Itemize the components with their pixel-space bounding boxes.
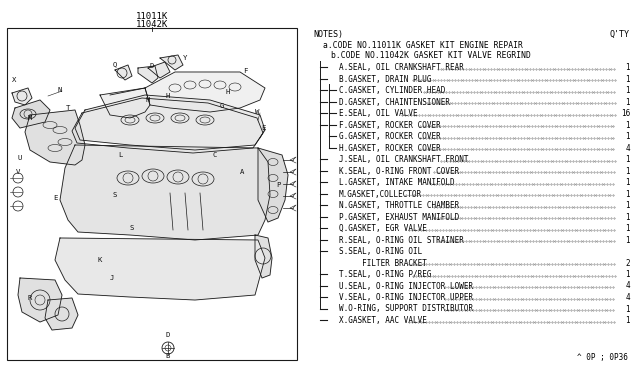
Text: V.SEAL, O-RING INJECTOR UPPER: V.SEAL, O-RING INJECTOR UPPER [339, 293, 473, 302]
Text: 1: 1 [625, 86, 630, 95]
Text: 1: 1 [625, 97, 630, 106]
Polygon shape [100, 88, 150, 118]
Polygon shape [60, 145, 270, 240]
Text: 1: 1 [625, 270, 630, 279]
Polygon shape [138, 66, 158, 83]
Text: 1: 1 [625, 189, 630, 199]
Text: a.CODE NO.11011K GASKET KIT ENGINE REPAIR: a.CODE NO.11011K GASKET KIT ENGINE REPAI… [323, 41, 523, 50]
Polygon shape [148, 62, 170, 78]
Polygon shape [12, 88, 32, 105]
Text: F: F [243, 68, 247, 74]
Text: 1: 1 [625, 132, 630, 141]
Polygon shape [145, 72, 265, 112]
Text: B.GASKET, DRAIN PLUG: B.GASKET, DRAIN PLUG [339, 74, 431, 83]
Polygon shape [160, 55, 183, 70]
Text: K.SEAL, O-RING FRONT COVER: K.SEAL, O-RING FRONT COVER [339, 167, 460, 176]
Text: U.SEAL, O-RING INJECTOR LOWER: U.SEAL, O-RING INJECTOR LOWER [339, 282, 473, 291]
Text: U: U [18, 155, 22, 161]
Text: 1: 1 [625, 316, 630, 325]
Text: K: K [98, 257, 102, 263]
Text: b.CODE NO.11042K GASKET KIT VALVE REGRIND: b.CODE NO.11042K GASKET KIT VALVE REGRIN… [331, 51, 531, 60]
Text: V: V [16, 169, 20, 175]
Text: 1: 1 [625, 167, 630, 176]
Text: Q'TY: Q'TY [610, 30, 630, 39]
Text: H: H [146, 97, 150, 103]
Polygon shape [255, 235, 272, 278]
Text: P.GASKET, EXHAUST MANIFOLD: P.GASKET, EXHAUST MANIFOLD [339, 212, 460, 221]
Text: M: M [28, 115, 32, 121]
Text: 1: 1 [625, 224, 630, 233]
Text: 1: 1 [625, 178, 630, 187]
Text: P: P [276, 182, 280, 188]
Text: A.SEAL, OIL CRANKSHAFT REAR: A.SEAL, OIL CRANKSHAFT REAR [339, 63, 464, 72]
Text: J: J [110, 275, 114, 281]
Text: 1: 1 [625, 63, 630, 72]
Polygon shape [45, 298, 78, 330]
Text: S: S [130, 225, 134, 231]
Text: H.GASKET, ROCKER COVER: H.GASKET, ROCKER COVER [339, 144, 441, 153]
Polygon shape [115, 65, 132, 80]
Text: X.GASKET, AAC VALVE: X.GASKET, AAC VALVE [339, 316, 427, 325]
Text: NOTES): NOTES) [313, 30, 343, 39]
Text: FILTER BRACKET: FILTER BRACKET [339, 259, 427, 267]
Text: B: B [166, 353, 170, 359]
Text: C.GASKET, CYLINDER HEAD: C.GASKET, CYLINDER HEAD [339, 86, 445, 95]
Text: G: G [220, 103, 224, 109]
Text: L.GASKET, INTAKE MANIFOLD: L.GASKET, INTAKE MANIFOLD [339, 178, 454, 187]
Text: ^ 0P ; 0P36: ^ 0P ; 0P36 [577, 353, 628, 362]
Polygon shape [18, 278, 62, 322]
Text: W: W [255, 109, 259, 115]
Text: 11042K: 11042K [136, 20, 168, 29]
Text: Y: Y [183, 55, 187, 61]
Text: G.GASKET, ROCKER COVER: G.GASKET, ROCKER COVER [339, 132, 441, 141]
Text: 4: 4 [625, 144, 630, 153]
Text: T: T [66, 105, 70, 111]
Text: D.GASKET, CHAINTENSIONER: D.GASKET, CHAINTENSIONER [339, 97, 450, 106]
Polygon shape [25, 110, 85, 165]
Polygon shape [12, 100, 50, 128]
Text: H: H [226, 89, 230, 95]
Text: S.SEAL, O-RING OIL: S.SEAL, O-RING OIL [339, 247, 422, 256]
Polygon shape [55, 238, 265, 300]
Text: Q.GASKET, EGR VALVE: Q.GASKET, EGR VALVE [339, 224, 427, 233]
Text: N.GASKET, THROTTLE CHAMBER: N.GASKET, THROTTLE CHAMBER [339, 201, 460, 210]
Text: F.GASKET, ROCKER COVER: F.GASKET, ROCKER COVER [339, 121, 441, 129]
Text: R.SEAL, O-RING OIL STRAINER: R.SEAL, O-RING OIL STRAINER [339, 235, 464, 244]
Text: A: A [240, 169, 244, 175]
Bar [7, 28, 297, 360]
Text: H: H [166, 93, 170, 99]
Text: M.GASKET,COLLECTOR: M.GASKET,COLLECTOR [339, 189, 422, 199]
Text: 1: 1 [625, 201, 630, 210]
Text: T.SEAL, O-RING P/REG: T.SEAL, O-RING P/REG [339, 270, 431, 279]
Text: 1: 1 [625, 212, 630, 221]
Text: E: E [261, 125, 265, 131]
Text: 1: 1 [625, 74, 630, 83]
Text: D: D [150, 63, 154, 69]
Text: S: S [113, 192, 117, 198]
Text: J.SEAL, OIL CRANKSHAFT FRONT: J.SEAL, OIL CRANKSHAFT FRONT [339, 155, 468, 164]
Text: 1: 1 [625, 235, 630, 244]
Text: 16: 16 [621, 109, 630, 118]
Text: 1: 1 [625, 121, 630, 129]
Text: 11011K: 11011K [136, 12, 168, 21]
Text: D: D [166, 332, 170, 338]
Text: E.SEAL, OIL VALVE: E.SEAL, OIL VALVE [339, 109, 418, 118]
Text: W.O-RING, SUPPORT DISTRIBUTOR: W.O-RING, SUPPORT DISTRIBUTOR [339, 305, 473, 314]
Polygon shape [75, 95, 265, 150]
Text: Q: Q [113, 61, 117, 67]
Text: C: C [213, 152, 217, 158]
Text: X: X [12, 77, 16, 83]
Text: R: R [28, 295, 32, 301]
Text: 4: 4 [625, 293, 630, 302]
Polygon shape [258, 148, 288, 222]
Text: E: E [53, 195, 57, 201]
Text: L: L [118, 152, 122, 158]
Text: 1: 1 [625, 155, 630, 164]
Text: 2: 2 [625, 259, 630, 267]
Text: 4: 4 [625, 282, 630, 291]
Text: 1: 1 [625, 305, 630, 314]
Text: N: N [58, 87, 62, 93]
